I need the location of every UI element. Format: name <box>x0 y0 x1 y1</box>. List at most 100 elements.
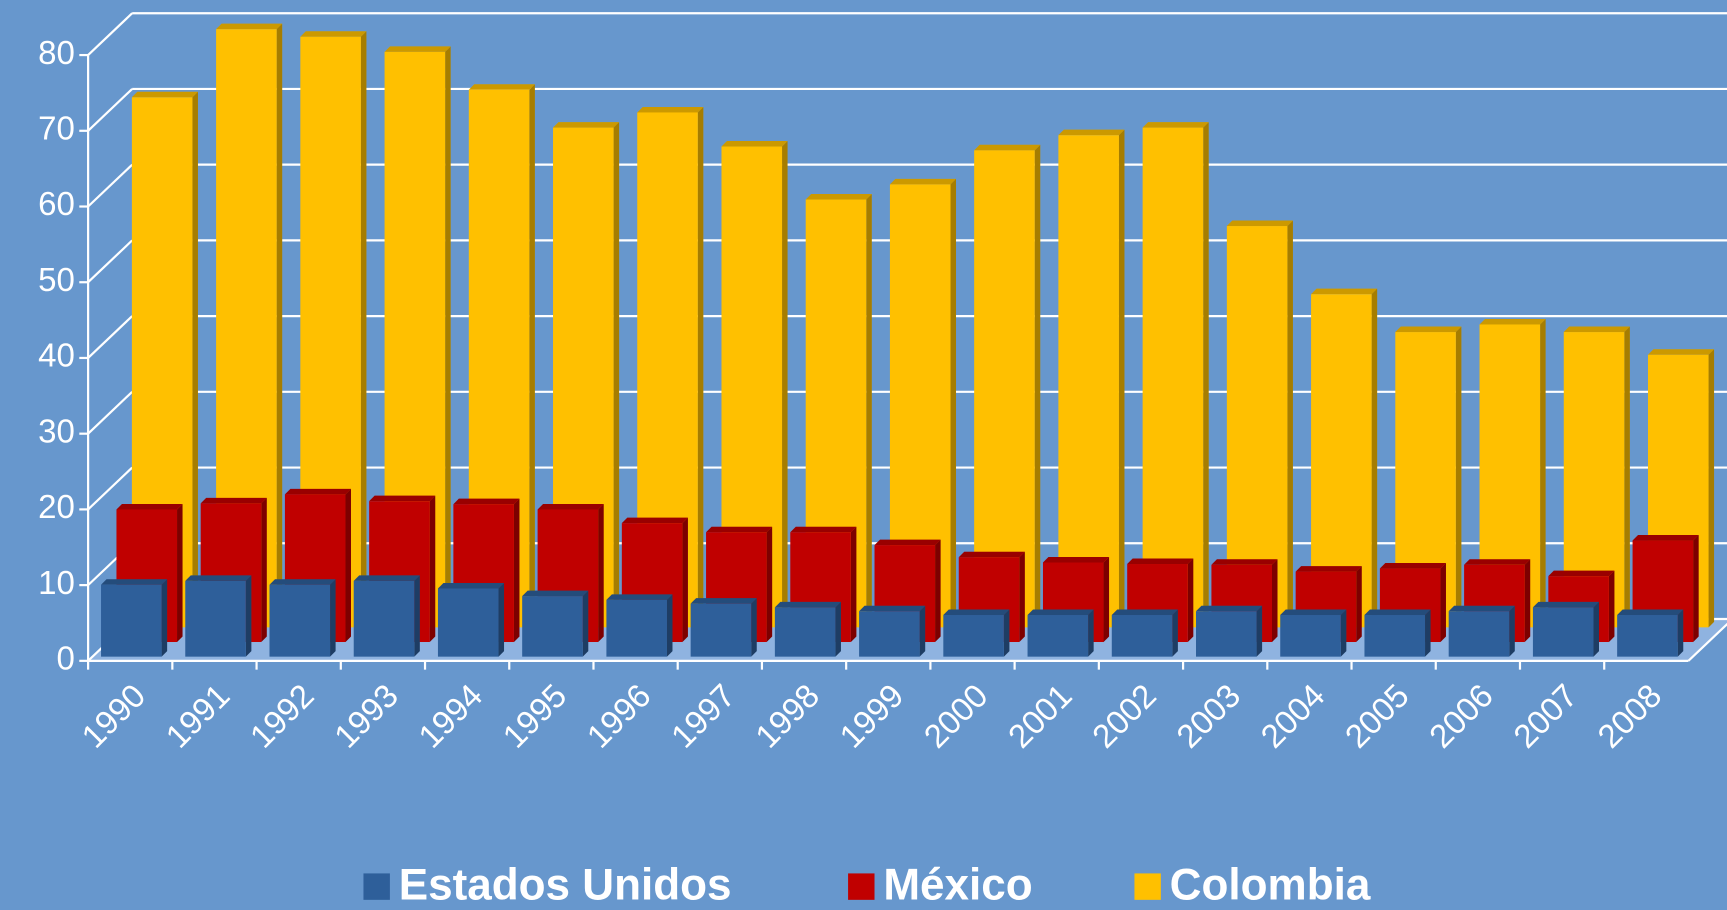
bar-side-shade <box>1608 570 1615 643</box>
y-tick-label: 70 <box>38 111 75 148</box>
bar <box>1058 135 1119 628</box>
bar-top <box>300 31 367 37</box>
bar-top <box>553 122 620 128</box>
bar-side-shade <box>330 579 336 657</box>
legend-label: Estados Unidos <box>399 860 732 909</box>
bar-side <box>1187 558 1194 643</box>
bar-side-shade <box>697 106 704 628</box>
bar-side-shade <box>835 601 841 657</box>
bar-side-shade <box>666 594 673 657</box>
bar-top-shade <box>1058 129 1125 136</box>
y-tick-label: 30 <box>38 413 75 450</box>
bar-side-shade <box>1455 326 1462 628</box>
bar-top <box>621 517 688 524</box>
bar-top-shade <box>1395 326 1462 333</box>
bar-top <box>185 575 252 581</box>
bar-top <box>706 526 773 533</box>
bar-top <box>1379 563 1446 569</box>
bar-top-shade <box>216 23 283 30</box>
bar-side <box>835 601 841 657</box>
bar <box>1027 615 1089 657</box>
bar-top <box>131 91 198 98</box>
bar-side-shade <box>751 598 757 657</box>
x-tick-label: 1991 <box>159 677 237 755</box>
bar-top-shade <box>1142 122 1209 128</box>
bar-top-shade <box>185 575 252 581</box>
bar-top-shade <box>889 178 957 185</box>
bar-top-shade <box>1027 609 1094 616</box>
bar-side <box>1019 551 1025 643</box>
bar-side <box>1593 601 1600 657</box>
x-tick-label: 1995 <box>496 677 574 755</box>
grid-line <box>87 315 133 359</box>
bar-side <box>1256 605 1263 657</box>
bar-side <box>529 84 535 628</box>
bar-top <box>1295 566 1362 572</box>
bar-side <box>498 582 505 657</box>
x-tick-label: 1999 <box>833 677 911 755</box>
bar-side-shade <box>261 497 267 643</box>
bar-top-shade <box>1196 605 1263 612</box>
bar-top-shade <box>200 497 267 504</box>
bar-side <box>935 539 941 643</box>
bar-side <box>866 194 872 628</box>
bar-top <box>1280 609 1347 616</box>
bar-top-shade <box>131 91 198 98</box>
bar-top-shade <box>1111 609 1178 616</box>
bar-side <box>1118 129 1125 628</box>
bar-side <box>1203 122 1209 628</box>
bar-side <box>919 605 926 657</box>
bar-side-shade <box>1203 122 1209 628</box>
bar-side-shade <box>950 178 957 628</box>
bar-side-shade <box>613 122 620 628</box>
bar-side <box>1693 535 1699 643</box>
bar-top-shade <box>353 575 420 581</box>
bar-side <box>1088 609 1094 657</box>
bar-side-shade <box>1356 566 1362 643</box>
bar-side-shade <box>513 498 520 643</box>
bar-side <box>1524 559 1531 643</box>
bar-top-shade <box>468 84 535 90</box>
bar-top <box>1058 129 1125 136</box>
bar <box>974 150 1035 628</box>
bar-side <box>582 590 589 657</box>
bar-side-shade <box>245 575 252 657</box>
bar-side <box>1003 609 1010 657</box>
bar-side <box>360 31 367 628</box>
bar-top-shade <box>284 488 351 495</box>
bar-side <box>345 488 351 643</box>
bar-top <box>1617 609 1684 616</box>
bar-side <box>414 575 420 657</box>
grid-line <box>87 466 133 511</box>
legend-label: Colombia <box>1170 860 1371 909</box>
bar-side <box>245 575 252 657</box>
y-tick-label: 10 <box>38 565 75 602</box>
bar-top-shade <box>1364 609 1431 616</box>
bar-side <box>1440 563 1446 643</box>
bar-top-shade <box>974 144 1041 151</box>
bar-side-shade <box>1034 144 1041 628</box>
bar-side <box>261 497 267 643</box>
bar-top <box>1395 326 1462 333</box>
bar-side-shade <box>429 495 436 643</box>
legend-swatch <box>363 873 390 900</box>
bar-top <box>453 498 520 505</box>
bar-side-shade <box>682 517 688 643</box>
bar <box>1196 611 1257 657</box>
bar-side-shade <box>529 84 535 628</box>
bar-top <box>101 579 168 585</box>
grid-line <box>87 163 133 208</box>
bar-top <box>790 526 857 533</box>
bar-side <box>1708 349 1715 628</box>
bar-top <box>1311 288 1378 295</box>
bar <box>1111 615 1173 657</box>
legend-swatch <box>1134 873 1161 900</box>
bar-side-shade <box>1019 551 1025 643</box>
bar-top-shade <box>1311 288 1378 295</box>
bar <box>1617 615 1678 657</box>
bar-top <box>1563 326 1630 333</box>
y-tick-label: 50 <box>38 262 75 299</box>
y-tick-label: 80 <box>38 35 75 72</box>
bar-top <box>1532 601 1600 608</box>
